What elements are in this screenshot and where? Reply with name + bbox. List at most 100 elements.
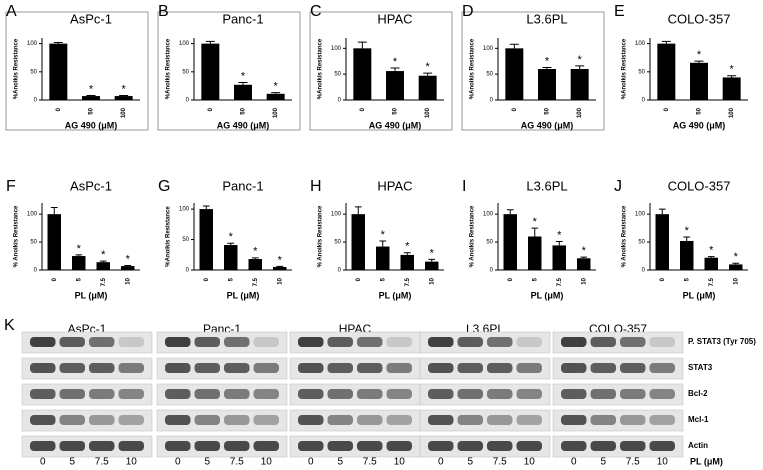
lane-label: 7.5 [493, 457, 507, 468]
blot-band [561, 389, 587, 399]
blot-strip [419, 383, 551, 406]
x-tick-label: 0 [512, 107, 518, 111]
significance-mark: * [734, 251, 739, 263]
x-tick-label: 0 [664, 107, 670, 111]
y-tick-label: 0 [34, 98, 38, 104]
blot-strip [552, 435, 684, 458]
blot-band [327, 441, 353, 451]
lane-label: 10 [524, 457, 536, 468]
significance-mark: * [578, 54, 583, 66]
lane-label: 0 [438, 457, 444, 468]
y-axis-label: % Anoikis Resistance [318, 205, 324, 267]
blot-band [194, 389, 220, 399]
error-bar [390, 67, 400, 72]
bar [570, 69, 589, 100]
y-tick-label: 100 [179, 41, 190, 47]
blot-band [194, 441, 220, 451]
error-bar [99, 260, 107, 263]
blot-strip [156, 409, 288, 432]
x-tick-label: 100 [577, 107, 583, 118]
blot-band [165, 337, 191, 347]
panel-frame [5, 11, 149, 131]
y-tick-label: 100 [179, 207, 190, 213]
x-tick-label: 10 [581, 277, 587, 284]
y-axis-label: %Anoikis Resistance [622, 38, 628, 99]
y-axis-label: % Anoikis Resistance [470, 205, 476, 267]
bar [418, 75, 437, 100]
blot-strip [21, 357, 153, 380]
bar [273, 266, 287, 270]
error-bar [271, 92, 281, 94]
blot-band [457, 337, 483, 347]
blot-band [59, 363, 85, 373]
bar [425, 261, 439, 270]
bar [552, 245, 566, 270]
panel-letter: H [310, 178, 322, 195]
blot-band [487, 415, 513, 425]
blot-band [59, 415, 85, 425]
y-axis-label: % Anoikis Resistance [622, 205, 628, 267]
blot-band [620, 441, 646, 451]
x-axis-label: PL (μM) [75, 290, 108, 300]
error-bar [75, 254, 83, 257]
blot-band [386, 441, 412, 451]
chart-title: Panc-1 [222, 178, 263, 193]
chart-title: HPAC [377, 178, 412, 193]
x-tick-label: 50 [393, 107, 399, 114]
x-axis-label: PL (μM) [227, 290, 260, 300]
blot-band [649, 441, 675, 451]
blot-band [357, 415, 383, 425]
blot-band [487, 337, 513, 347]
x-tick-label: 0 [52, 277, 58, 281]
blot-band [298, 415, 324, 425]
y-tick-label: 0 [186, 268, 190, 274]
blot-band [30, 415, 56, 425]
y-tick-label: 50 [638, 240, 645, 246]
blot-band [649, 363, 675, 373]
y-axis-label: %Anoikis Resistance [14, 38, 20, 99]
x-tick-label: 50 [89, 107, 95, 114]
blot-band [620, 337, 646, 347]
significance-mark: * [77, 243, 82, 255]
blot-band [649, 415, 675, 425]
y-tick-label: 0 [186, 98, 190, 104]
blot-band [561, 337, 587, 347]
chart-title: Panc-1 [222, 11, 263, 26]
error-bar [428, 258, 436, 262]
bar [353, 48, 372, 100]
error-bar [732, 262, 740, 265]
blot-band [298, 441, 324, 451]
blot-band [620, 363, 646, 373]
y-tick-label: 0 [490, 268, 494, 274]
chart-title: COLO-357 [668, 11, 731, 26]
x-tick-label: 0 [660, 277, 666, 281]
x-tick-label: 10 [125, 277, 131, 284]
y-tick-label: 100 [331, 46, 342, 52]
x-tick-label: 100 [425, 107, 431, 118]
y-tick-label: 50 [334, 72, 341, 78]
blot-band [357, 363, 383, 373]
significance-mark: * [730, 64, 735, 76]
blot-band [516, 363, 542, 373]
panel-letter: A [6, 3, 17, 20]
chart-title: HPAC [377, 11, 412, 26]
blot-band [194, 337, 220, 347]
error-bar [119, 94, 129, 97]
blot-band [298, 389, 324, 399]
significance-mark: * [582, 245, 587, 257]
blot-row-label: Actin [688, 441, 708, 450]
blot-strip [419, 409, 551, 432]
y-axis-label: %Anoikis Resistance [166, 38, 172, 99]
bar [528, 236, 542, 270]
blot-band [428, 389, 454, 399]
bar [248, 259, 262, 270]
blot-band [590, 441, 616, 451]
blot-x-label: PL (μM) [690, 456, 723, 466]
significance-mark: * [229, 231, 234, 243]
blot-band [561, 441, 587, 451]
blot-band [457, 441, 483, 451]
x-tick-label: 0 [360, 107, 366, 111]
significance-mark: * [697, 49, 702, 61]
blot-band [487, 389, 513, 399]
x-tick-label: 7.5 [557, 277, 563, 286]
